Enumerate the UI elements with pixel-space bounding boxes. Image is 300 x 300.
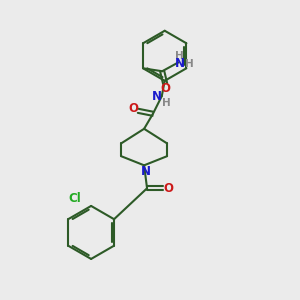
Text: O: O [160, 82, 170, 94]
Text: O: O [164, 182, 173, 195]
Text: H: H [185, 59, 194, 69]
Text: N: N [152, 90, 161, 103]
Text: O: O [128, 102, 138, 115]
Text: H: H [176, 51, 184, 61]
Text: H: H [162, 98, 171, 108]
Text: Cl: Cl [68, 192, 81, 205]
Text: N: N [141, 165, 151, 178]
Text: N: N [175, 57, 185, 70]
